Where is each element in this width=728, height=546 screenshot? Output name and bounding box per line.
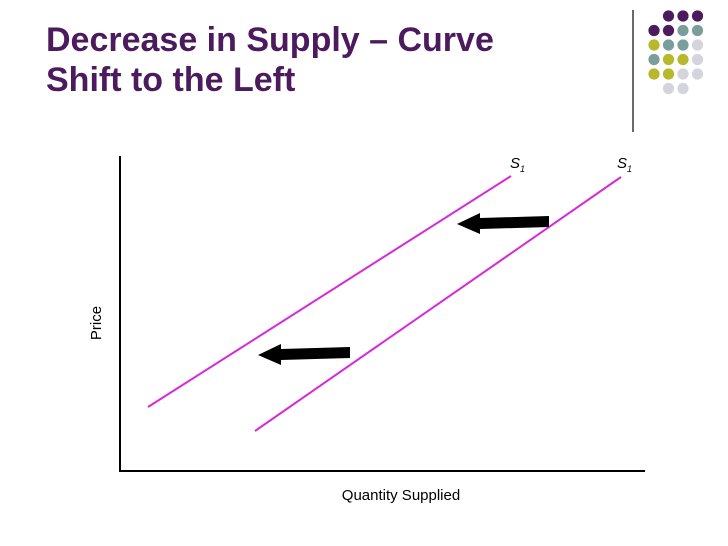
decorative-dot [648,39,660,51]
decorative-dot [662,53,675,66]
decorative-dot [677,10,689,22]
decorative-dot [662,68,675,80]
decorative-dot [648,24,660,37]
decorative-dot [662,24,675,37]
y-axis-label: Price [88,306,105,340]
slide-title: Decrease in Supply – Curve Shift to the … [46,20,606,100]
decorative-dot [691,53,704,66]
decorative-dot [691,10,704,22]
decorative-dot [662,10,675,22]
slide-title-line-2: Shift to the Left [46,61,296,99]
curve-label-original: S1 [617,155,632,174]
decorative-divider [632,10,634,132]
decorative-dot [691,68,704,80]
decorative-dot [691,39,704,51]
supply-curve-shifted [147,175,512,408]
decorative-dot [677,53,689,66]
slide-title-line-1: Decrease in Supply – Curve [46,21,494,59]
decorative-dot [677,39,689,51]
decorative-dot [677,68,689,80]
decorative-dot [648,53,660,66]
curve-label-shifted: S1 [510,155,525,174]
decorative-dot [648,68,660,80]
decorative-dot-grid [648,10,704,95]
x-axis-label: Quantity Supplied [342,487,460,504]
supply-curve-original [254,176,622,432]
decorative-dot [662,82,675,95]
shift-left-arrow-icon [258,344,350,365]
decorative-dot [691,24,704,37]
shift-left-arrow-icon [457,213,549,234]
decorative-dot [662,39,675,51]
decorative-dot [677,82,689,95]
decorative-dot [677,24,689,37]
